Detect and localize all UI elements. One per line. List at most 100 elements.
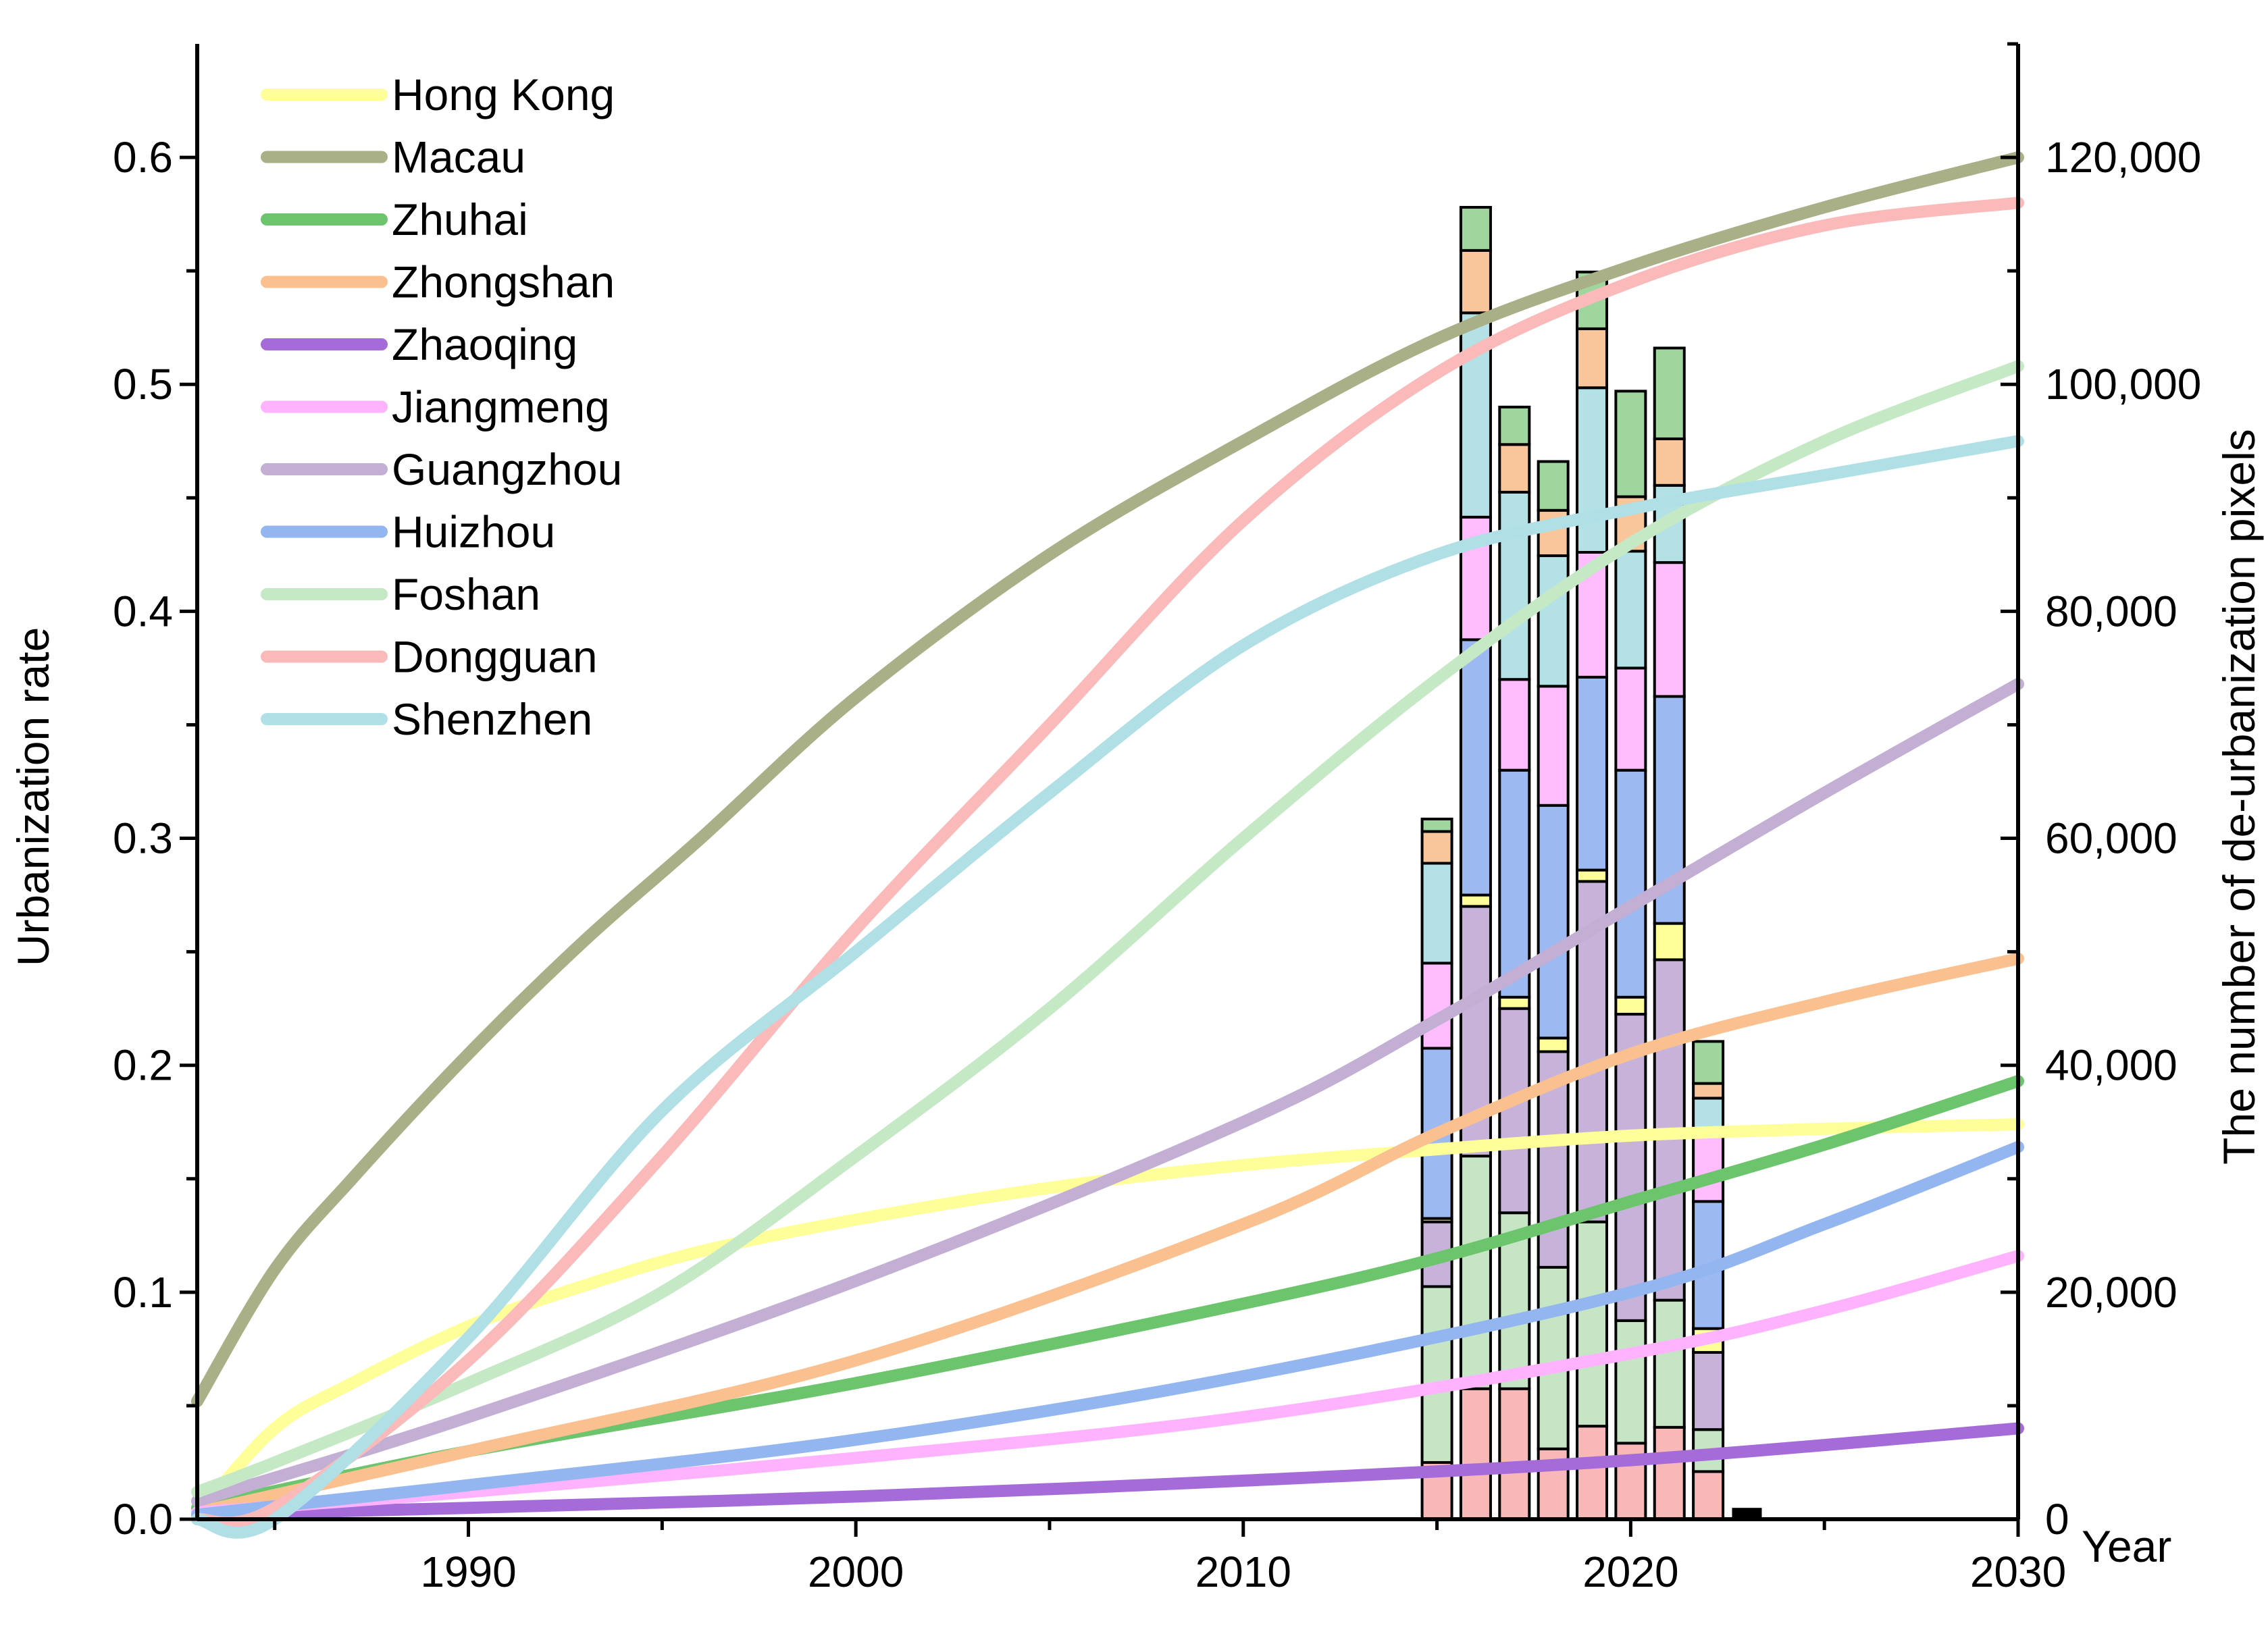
bar-segment-2021-jiangmeng [1653,561,1686,698]
bar-segment-2018-foshan [1537,1265,1570,1450]
legend-label: Foshan [392,569,540,619]
legend-label: Zhongshan [392,257,615,307]
line-zhongshan [191,952,2024,1519]
bar-segment-2017-shenzhen [1498,490,1531,681]
urbanization-curves [191,151,2024,1539]
bar-segment-2015-shenzhen [1420,862,1453,965]
bar-segment-2020-jiangmeng [1614,666,1647,772]
bar-segment-2022-jiangmeng [1692,1134,1725,1203]
y-right-tick-label: 40,000 [2045,1041,2177,1090]
bar-segment-2017-huizhou [1498,768,1531,999]
bar-segment-2018-shenzhen [1537,554,1570,688]
y-right-tick-label: 20,000 [2045,1268,2177,1317]
bar-segment-2015-zhongshan [1420,830,1453,865]
bar-segment-2019-zhongshan [1576,327,1609,390]
y-left-tick-label: 0.0 [113,1495,173,1544]
line-huizhou [191,1140,2024,1521]
y-right-tick-label: 120,000 [2045,133,2201,182]
bar-segment-2018-jiangmeng [1537,685,1570,807]
line-guangzhou [191,678,2024,1508]
bar-segment-2018-huizhou [1537,803,1570,1040]
line-shenzhen [191,435,2024,1539]
bar-segment-2016-zhuhai [1459,206,1492,252]
right-axis-ticks: 0 20,000 40,000 60,000 80,000 100,000 120,000 [2001,42,2201,1544]
bar-segment-2015-foshan [1420,1285,1453,1464]
bar-segment-2019-huizhou [1576,675,1609,872]
bar-segment-2021-zhuhai [1653,346,1686,440]
legend: Hong Kong Macau Zhuhai Zhongshan Zhaoqing Jia… [261,70,622,744]
bar-segment-2017-guangzhou [1498,1007,1531,1215]
legend-label: Hong Kong [392,70,615,120]
bar-segment-2021-dongguan [1653,1425,1686,1521]
legend-label: Zhuhai [392,194,528,244]
bar-segment-2021-foshan [1653,1298,1686,1429]
y-right-tick-label: 60,000 [2045,814,2177,863]
line-dongguan [191,196,2024,1529]
x-tick-label: 2010 [1195,1548,1291,1596]
bar-segment-2019-hong-kong [1576,868,1609,883]
bar-segment-2019-shenzhen [1576,386,1609,554]
line-macau [191,151,2024,1408]
legend-label: Jiangmeng [392,382,610,432]
x-axis-ticks: 1990 2000 2010 2020 2030 [273,1519,2066,1596]
y-right-tick-label: 80,000 [2045,587,2177,635]
bar-segment-2020-zhuhai [1614,390,1647,498]
bar-segment-2019-foshan [1576,1220,1609,1428]
bar-segment-2016-foshan [1459,1155,1492,1390]
bar-segment-2016-hong-kong [1459,893,1492,908]
bar-segment-2016-zhongshan [1459,248,1492,315]
line-zhaoqing [191,1422,2024,1521]
bar-segment-2018-hong-kong [1537,1036,1570,1053]
legend-label: Dongguan [392,632,598,682]
x-tick-label: 1990 [420,1548,516,1596]
y-right-tick-label: 100,000 [2045,360,2201,408]
bar-segment-2020-hong-kong [1614,995,1647,1016]
y-left-tick-label: 0.4 [113,587,173,635]
x-axis-title: Year [2082,1521,2171,1571]
left-axis-title: Urbanization rate [8,627,58,967]
line-jiangmeng [191,1250,2024,1519]
bar-segment-2022-zhongshan [1692,1082,1725,1100]
bar-segment-2020-guangzhou [1614,1013,1647,1322]
y-left-tick-label: 0.3 [113,814,173,863]
legend-label: Shenzhen [392,694,592,744]
bar-segment-2017-jiangmeng [1498,678,1531,772]
x-tick-label: 2020 [1582,1548,1678,1596]
bar-segment-2017-hong-kong [1498,995,1531,1010]
bar-segment-2016-huizhou [1459,638,1492,897]
bar-segment-2019-dongguan [1576,1425,1609,1521]
bar-segment-2017-dongguan [1498,1387,1531,1521]
line-zhuhai [191,1075,2024,1514]
legend-label: Macau [392,132,525,182]
y-left-tick-label: 0.1 [113,1268,173,1317]
legend-label: Guangzhou [392,444,622,494]
bar-segment-2022-zhuhai [1692,1040,1725,1085]
bar-segment-2020-foshan [1614,1319,1647,1445]
bar-segment-2020-huizhou [1614,768,1647,999]
bar-segment-2017-zhuhai [1498,405,1531,446]
bar-segment-2022-dongguan [1692,1470,1725,1521]
line-hong-kong [191,1118,2024,1521]
bar-segment-2021-zhongshan [1653,437,1686,487]
right-axis-title: The number of de-urbanization pixels [2214,429,2264,1165]
legend-label: Zhaoqing [392,319,577,369]
bar-segment-2017-zhongshan [1498,443,1531,494]
bar-segment-2015-jiangmeng [1420,961,1453,1050]
x-tick-label: 2030 [1970,1548,2066,1596]
bar-segment-2021-hong-kong [1653,922,1686,961]
y-right-tick-label: 0 [2045,1495,2069,1544]
y-left-tick-label: 0.2 [113,1041,173,1090]
bar-segment-2018-zhuhai [1537,460,1570,512]
y-left-tick-label: 0.5 [113,360,173,408]
bar-2023 [1732,1508,1762,1519]
legend-label: Huizhou [392,507,555,557]
bar-segment-2020-shenzhen [1614,550,1647,670]
bar-segment-2016-dongguan [1459,1387,1492,1521]
y-left-tick-label: 0.6 [113,133,173,182]
x-tick-label: 2000 [808,1548,904,1596]
bar-segment-2022-guangzhou [1692,1350,1725,1431]
bar-segment-2015-zhuhai [1420,817,1453,833]
line-foshan [191,360,2024,1498]
left-axis-ticks: 0.0 0.1 0.2 0.3 0.4 0.5 0.6 [113,133,197,1544]
